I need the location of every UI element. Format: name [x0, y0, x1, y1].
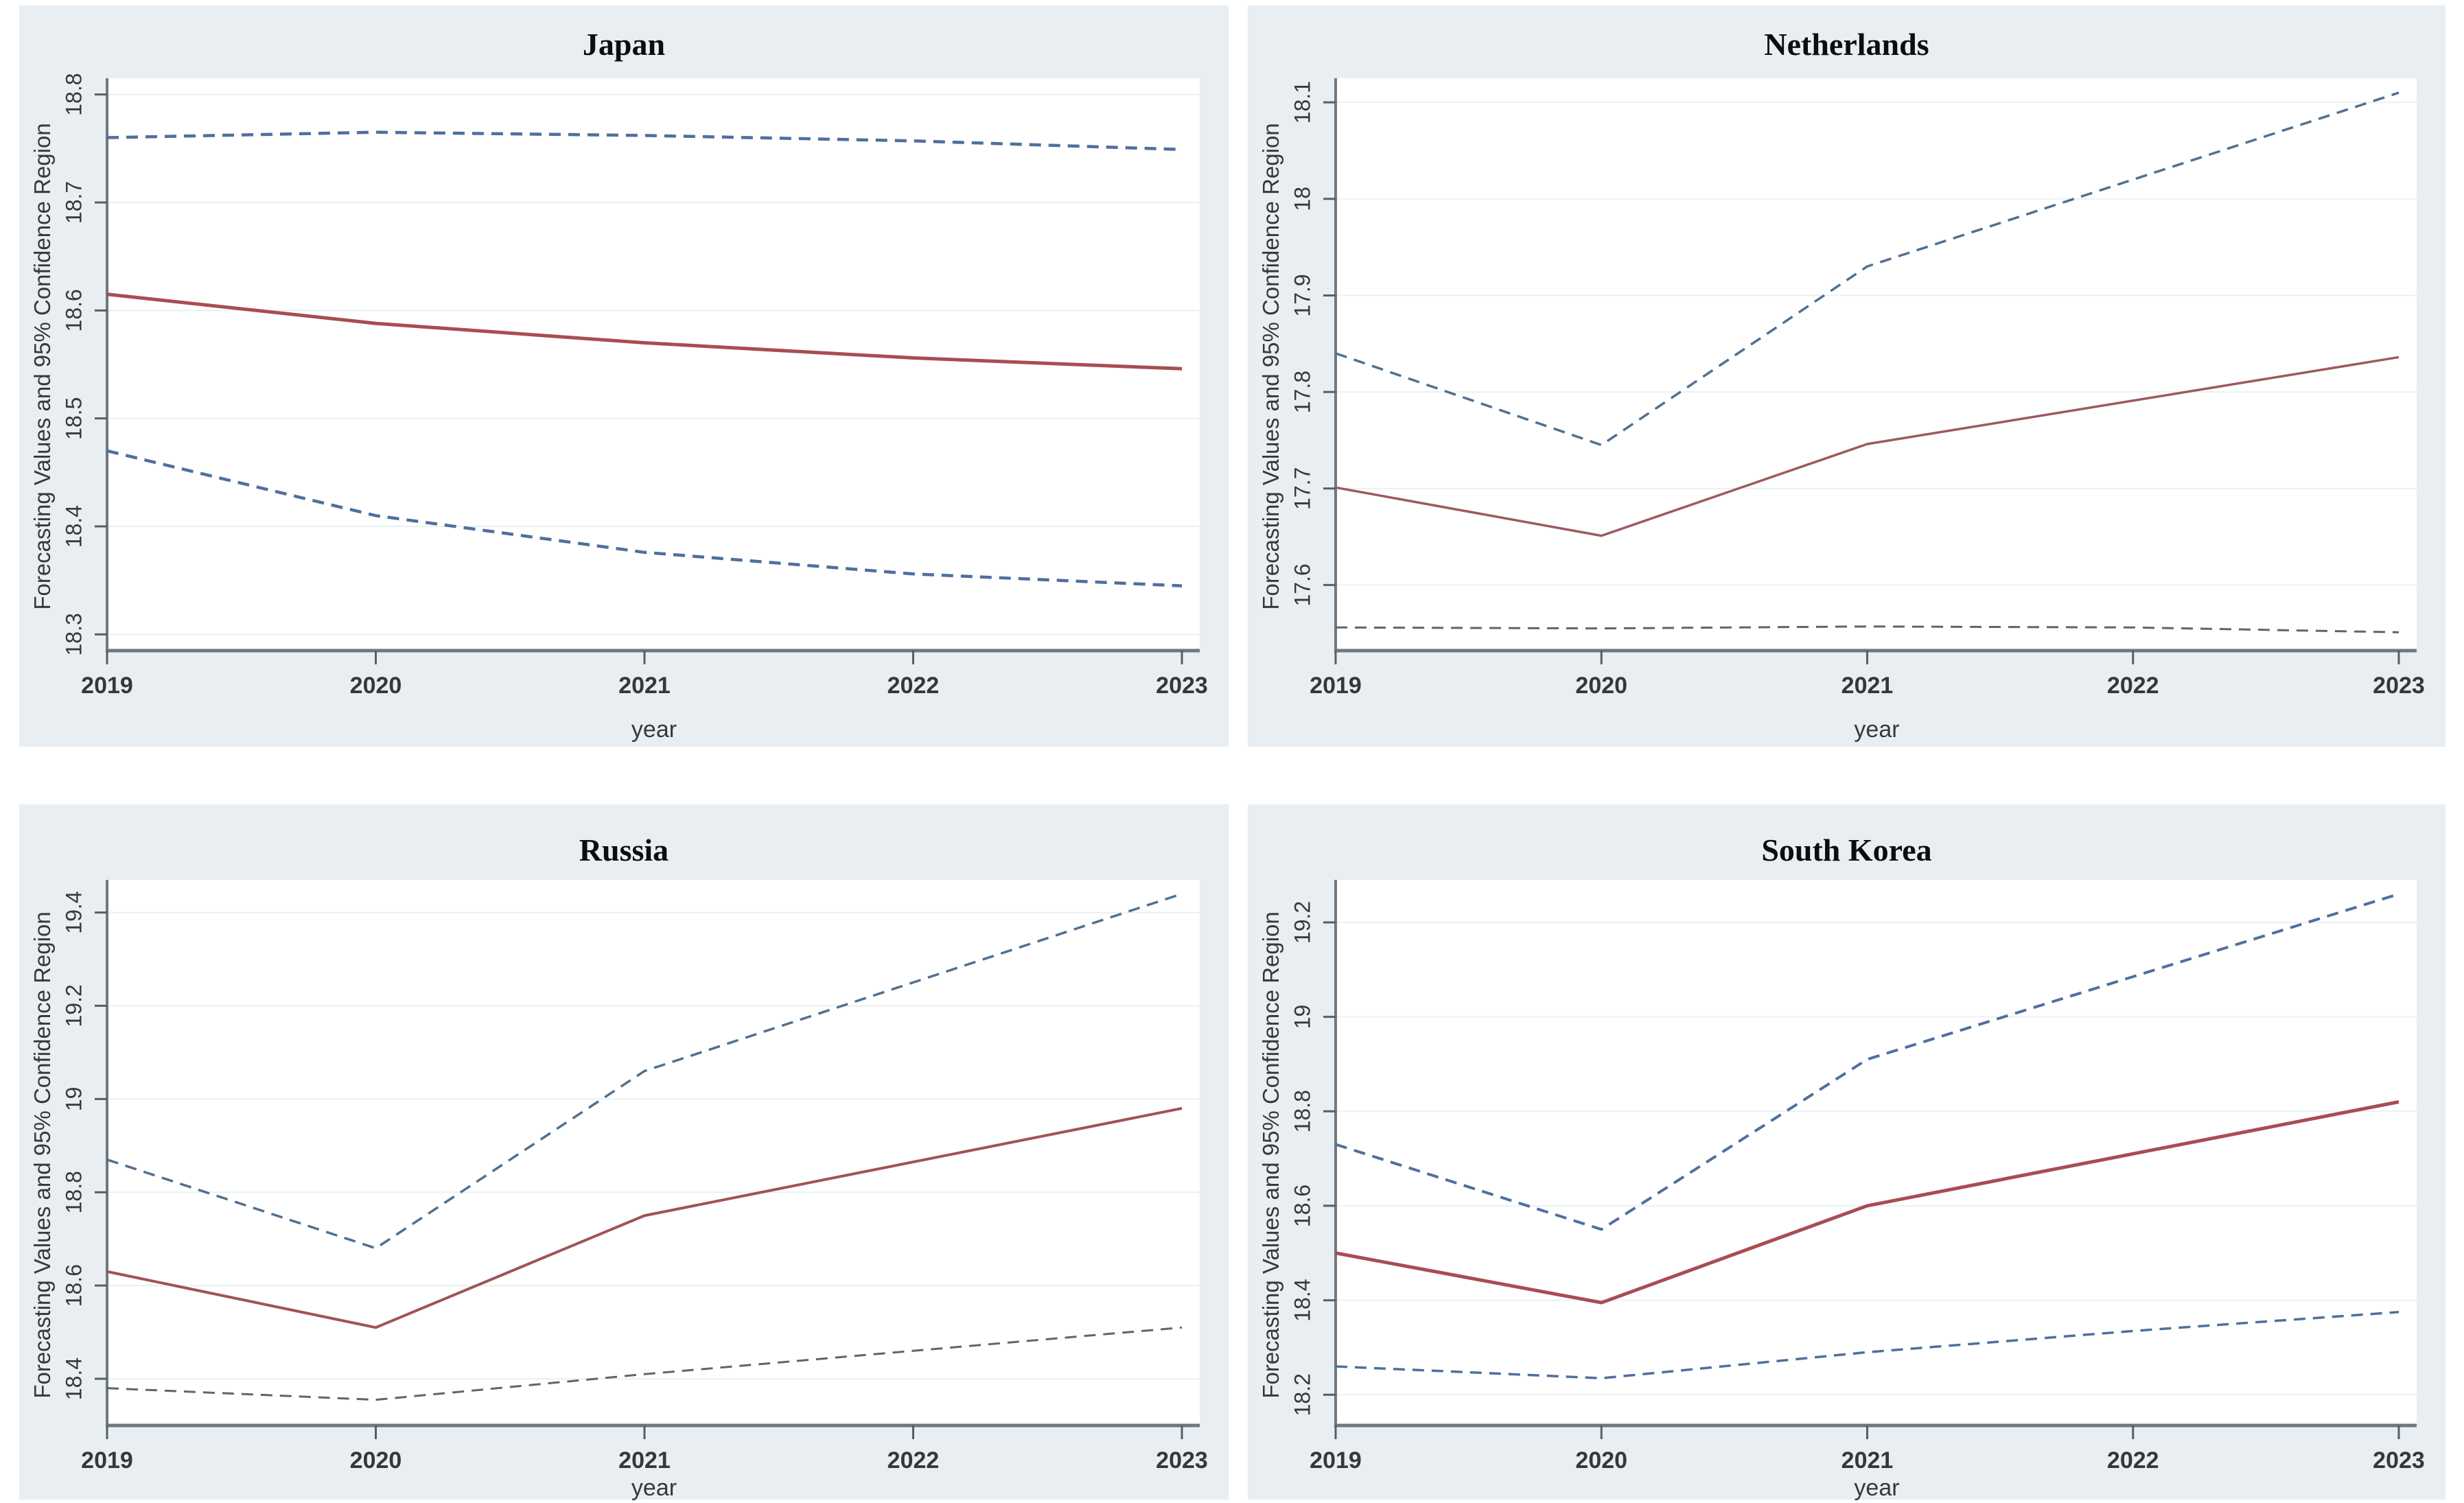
series-point-forecast [1335, 356, 2399, 537]
y-tick-label: 19 [1290, 1005, 1314, 1029]
x-tick-label: 2022 [887, 673, 940, 699]
x-tick-label: 2020 [350, 1447, 402, 1473]
series-upper-95-ci [1335, 892, 2399, 1231]
chart-russia: Forecasting Values and 95% Confidence Re… [19, 873, 1229, 1500]
plot-south-korea: 18.2 18.4 18.6 18.8 19 19.2 2019 2020 2021 2022 20… [1290, 880, 2425, 1473]
y-tick-label: 18.1 [1290, 81, 1314, 124]
y-tick-label: 18.4 [61, 1358, 86, 1400]
x-axis-label-russia: year [631, 1475, 677, 1501]
x-tick-label: 2023 [1156, 1447, 1208, 1473]
x-tick-label: 2023 [2373, 673, 2425, 699]
y-tick-label: 18.3 [61, 613, 86, 655]
x-tick-label: 2022 [887, 1447, 940, 1473]
series-point-forecast [106, 1106, 1183, 1329]
x-axis-label-south-korea: year [1854, 1475, 1900, 1501]
y-tick-label: 18.6 [61, 1264, 86, 1307]
x-tick-label: 2019 [1310, 1447, 1362, 1473]
x-tick-label: 2022 [2107, 1447, 2159, 1473]
chart-title-russia: Russia [579, 832, 669, 867]
x-tick-label: 2021 [618, 1447, 671, 1473]
chart-title-south-korea: South Korea [1761, 832, 1932, 867]
plot-russia: 18.4 18.6 18.8 19 19.2 19.4 2019 2020 2021 2022 20… [61, 880, 1208, 1473]
y-tick-label: 18.6 [1290, 1185, 1314, 1227]
plot-area [1336, 78, 2417, 651]
series-upper-95-ci [106, 130, 1183, 152]
series-point-forecast [106, 292, 1183, 371]
plot-netherlands: 17.6 17.7 17.8 17.9 18 18.1 2019 2020 2021 2022 20… [1290, 78, 2425, 699]
y-tick-label: 18.4 [61, 505, 86, 548]
x-tick-label: 2019 [81, 673, 133, 699]
y-tick-label: 17.9 [1290, 274, 1314, 316]
panel-netherlands: Netherlands Forecasting Values and 95% C… [1248, 5, 2445, 747]
series-lower-95-ci [106, 449, 1183, 587]
y-tick-label: 18.7 [61, 181, 86, 224]
x-tick-label: 2019 [1310, 673, 1362, 699]
series-upper-95-ci [106, 892, 1183, 1250]
series-lower-95-ci [1335, 1311, 2399, 1379]
chart-south-korea: Forecasting Values and 95% Confidence Re… [1248, 873, 2445, 1500]
chart-title-japan: Japan [582, 27, 666, 62]
y-tick-label: 19.2 [61, 984, 86, 1027]
series-upper-95-ci [1335, 91, 2399, 447]
x-axis-label-japan: year [631, 716, 677, 743]
x-tick-label: 2023 [1156, 673, 1208, 699]
series-lower-95-ci [106, 1326, 1183, 1401]
y-tick-label: 17.7 [1290, 467, 1314, 510]
y-tick-label: 18 [1290, 187, 1314, 211]
x-tick-label: 2020 [1575, 1447, 1627, 1473]
plot-area [107, 880, 1200, 1425]
x-tick-label: 2023 [2373, 1447, 2425, 1473]
chart-japan: Forecasting Values and 95% Confidence Re… [19, 71, 1229, 747]
x-tick-label: 2021 [1841, 673, 1894, 699]
y-tick-label: 18.8 [61, 1171, 86, 1213]
series-lower-95-ci [1335, 625, 2399, 633]
x-tick-label: 2021 [1841, 1447, 1894, 1473]
x-tick-label: 2020 [350, 673, 402, 699]
x-tick-label: 2020 [1575, 673, 1627, 699]
chart-title-netherlands: Netherlands [1764, 27, 1929, 62]
y-tick-label: 17.6 [1290, 563, 1314, 606]
plot-japan: 18.3 18.4 18.5 18.6 18.7 18.8 2019 2020 2021 2022… [61, 73, 1208, 699]
series-point-forecast [1335, 1100, 2399, 1305]
y-tick-label: 18.8 [1290, 1090, 1314, 1132]
y-tick-label: 19.2 [1290, 901, 1314, 944]
y-tick-label: 17.8 [1290, 371, 1314, 413]
y-tick-label: 18.6 [61, 289, 86, 331]
plot-area [107, 78, 1200, 651]
chart-netherlands: Forecasting Values and 95% Confidence Re… [1248, 71, 2445, 747]
panel-japan: Japan Forecasting Values and 95% Confide… [19, 5, 1229, 747]
y-tick-label: 19 [61, 1087, 86, 1112]
y-tick-label: 18.8 [61, 73, 86, 115]
panel-south-korea: South Korea Forecasting Values and 95% C… [1248, 804, 2445, 1500]
y-tick-label: 18.5 [61, 397, 86, 440]
panel-russia: Russia Forecasting Values and 95% Confid… [19, 804, 1229, 1500]
y-tick-label: 18.4 [1290, 1279, 1314, 1321]
x-tick-label: 2021 [618, 673, 671, 699]
x-axis-label-netherlands: year [1854, 716, 1900, 743]
plot-area [1336, 880, 2417, 1425]
x-tick-label: 2019 [81, 1447, 133, 1473]
y-tick-label: 18.2 [1290, 1373, 1314, 1416]
x-tick-label: 2022 [2107, 673, 2159, 699]
y-tick-label: 19.4 [61, 891, 86, 933]
